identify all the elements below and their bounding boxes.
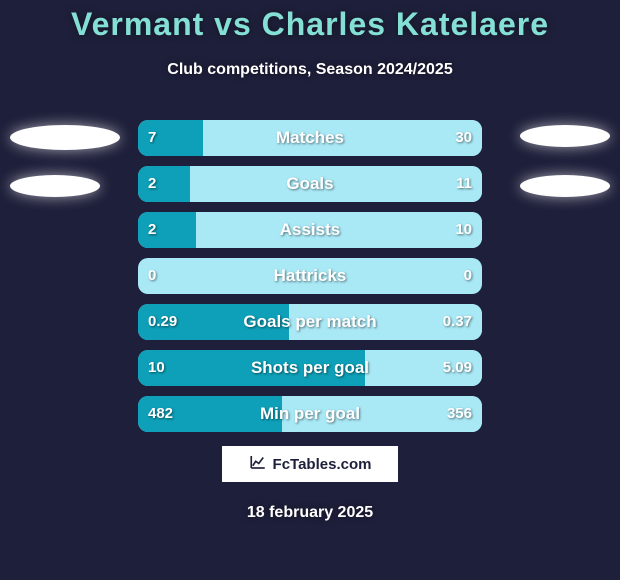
comparison-chart: Vermant vs Charles Katelaere Club compet… xyxy=(0,0,620,580)
decorative-ellipse xyxy=(10,175,100,197)
row-label: Goals xyxy=(138,166,482,202)
stat-row: 00Hattricks xyxy=(0,258,620,294)
row-label: Shots per goal xyxy=(138,350,482,386)
stat-row: 0.290.37Goals per match xyxy=(0,304,620,340)
decorative-ellipse xyxy=(10,125,120,150)
chart-area: 730Matches211Goals210Assists00Hattricks0… xyxy=(0,120,620,442)
row-label: Goals per match xyxy=(138,304,482,340)
date-text: 18 february 2025 xyxy=(0,504,620,522)
stat-row: 210Assists xyxy=(0,212,620,248)
chart-icon xyxy=(249,453,267,475)
stat-row: 482356Min per goal xyxy=(0,396,620,432)
stat-row: 105.09Shots per goal xyxy=(0,350,620,386)
row-label: Hattricks xyxy=(138,258,482,294)
source-badge: FcTables.com xyxy=(220,444,400,484)
decorative-ellipse xyxy=(520,125,610,147)
row-label: Min per goal xyxy=(138,396,482,432)
page-title: Vermant vs Charles Katelaere xyxy=(0,0,620,43)
decorative-ellipse xyxy=(520,175,610,197)
row-label: Matches xyxy=(138,120,482,156)
page-subtitle: Club competitions, Season 2024/2025 xyxy=(0,61,620,79)
source-badge-text: FcTables.com xyxy=(273,456,372,473)
row-label: Assists xyxy=(138,212,482,248)
